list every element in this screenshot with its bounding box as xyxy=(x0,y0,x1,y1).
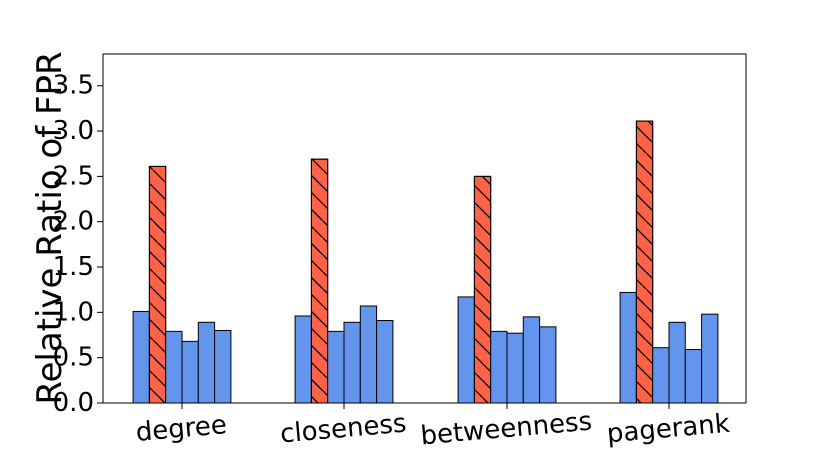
y-tick-label: 0.5 xyxy=(53,343,94,373)
y-tick-label: 2.0 xyxy=(53,207,94,237)
bar-degree-bar-1 xyxy=(132,310,150,404)
bar-hatch-closeness-bar-2 xyxy=(310,158,329,404)
bar-hatch-degree-bar-2 xyxy=(148,165,167,404)
x-tick-label-betweenness: betweenness xyxy=(419,407,593,452)
bar-pagerank-bar-4 xyxy=(668,321,686,404)
bar-closeness-bar-3 xyxy=(327,330,345,404)
y-axis-title: Relative Ratio of FPR xyxy=(30,51,70,404)
y-tick-label: 3.5 xyxy=(53,71,94,101)
bar-hatch-pagerank-bar-2 xyxy=(635,120,654,404)
bars-layer xyxy=(132,120,719,404)
y-tick-label: 1.0 xyxy=(53,297,94,327)
bar-pagerank-bar-5 xyxy=(684,349,703,404)
bar-betweenness-bar-5 xyxy=(522,316,541,404)
x-tick-label-pagerank: pagerank xyxy=(606,409,731,450)
bar-degree-bar-5 xyxy=(197,321,216,404)
bar-degree-bar-6 xyxy=(214,329,232,404)
bar-pagerank-bar-3 xyxy=(652,347,670,404)
bar-betweenness-bar-1 xyxy=(457,296,475,404)
bar-betweenness-bar-4 xyxy=(506,332,524,404)
y-tick-label: 1.5 xyxy=(53,252,94,282)
x-tick-label-closeness: closeness xyxy=(279,409,408,450)
y-axis: 0.0 0.5 1.0 1.5 2.0 2.5 3.0 3.5 xyxy=(53,71,103,418)
bar-degree-bar-3 xyxy=(165,330,183,404)
bar-closeness-bar-4 xyxy=(343,321,361,404)
bar-pagerank-bar-1 xyxy=(619,291,637,404)
y-tick-label: 3.0 xyxy=(53,116,94,146)
bar-betweenness-bar-3 xyxy=(490,330,508,404)
bar-degree-bar-4 xyxy=(181,340,199,404)
bar-closeness-bar-6 xyxy=(376,320,394,404)
bar-closeness-bar-5 xyxy=(359,305,378,404)
x-axis: degree closeness betweenness pagerank xyxy=(135,403,731,451)
x-tick-label-degree: degree xyxy=(135,410,228,448)
bar-betweenness-bar-6 xyxy=(539,326,557,404)
y-tick-label: 2.5 xyxy=(53,161,94,191)
bar-hatch-betweenness-bar-2 xyxy=(473,175,492,404)
plot-frame xyxy=(102,53,747,404)
bar-closeness-bar-1 xyxy=(294,315,312,404)
y-tick-label: 0.0 xyxy=(53,388,94,418)
bar-pagerank-bar-6 xyxy=(701,313,719,404)
